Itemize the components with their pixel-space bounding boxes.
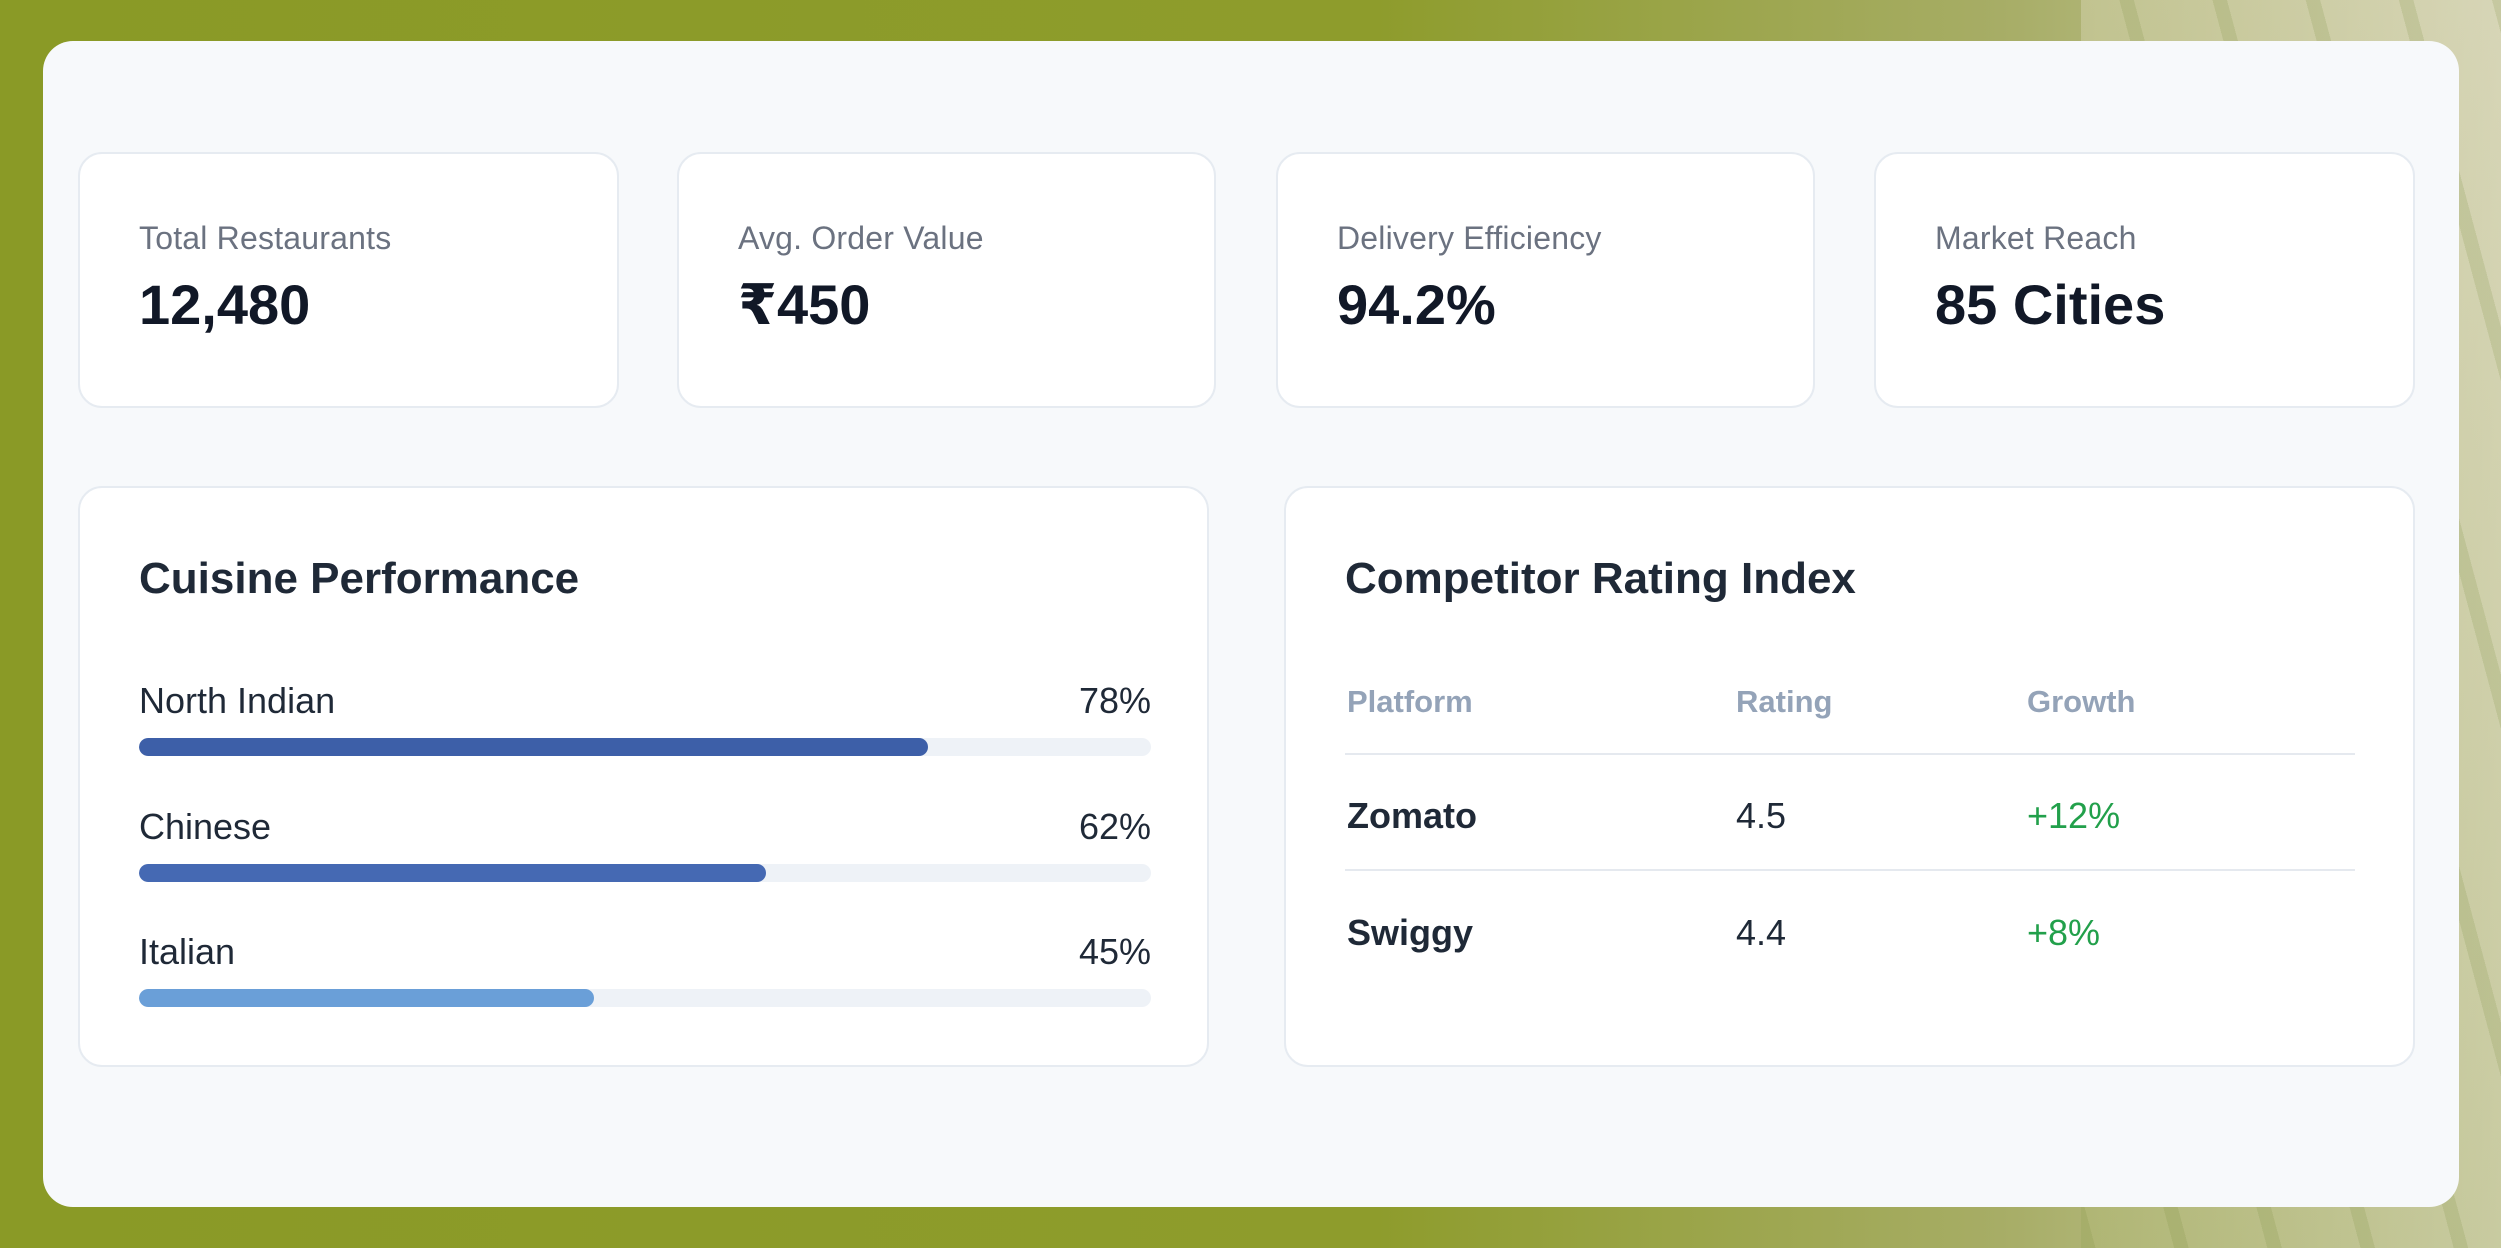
platform-name: Zomato <box>1347 795 1477 836</box>
stat-value: ₹450 <box>738 273 871 336</box>
cuisine-performance-card: Cuisine Performance North Indian 78% Chi… <box>78 486 1209 1067</box>
growth-value: +12% <box>2027 795 2121 836</box>
rating-value: 4.4 <box>1736 912 1787 953</box>
column-header-growth: Growth <box>2027 684 2136 719</box>
competitor-rating-card: Competitor Rating Index Platform Rating … <box>1284 486 2415 1067</box>
progress-fill <box>139 989 595 1007</box>
cuisine-percent: 78% <box>1078 680 1151 721</box>
stat-card-delivery-efficiency: Delivery Efficiency 94.2% <box>1276 152 1815 408</box>
stat-value: 12,480 <box>139 273 311 336</box>
progress-track <box>139 864 1151 882</box>
growth-value: +8% <box>2027 912 2101 953</box>
progress-fill <box>139 738 929 756</box>
cuisine-row-chinese: Chinese 62% <box>139 806 1151 886</box>
dashboard-panel: Total Restaurants 12,480 Avg. Order Valu… <box>43 41 2459 1207</box>
stat-label: Total Restaurants <box>139 220 392 256</box>
column-header-platform: Platform <box>1347 684 1473 719</box>
stat-value: 85 Cities <box>1935 273 2166 336</box>
progress-track <box>139 738 1151 756</box>
stat-label: Market Reach <box>1935 220 2137 256</box>
progress-fill <box>139 864 767 882</box>
cuisine-percent: 45% <box>1078 931 1151 972</box>
platform-name: Swiggy <box>1347 912 1474 953</box>
cuisine-row-italian: Italian 45% <box>139 931 1151 1011</box>
cuisine-label: Italian <box>139 931 236 972</box>
cuisine-percent: 62% <box>1078 806 1151 847</box>
column-header-rating: Rating <box>1736 684 1833 719</box>
rating-value: 4.5 <box>1736 795 1787 836</box>
cuisine-row-north-indian: North Indian 78% <box>139 680 1151 760</box>
row-divider <box>1345 869 2355 871</box>
progress-track <box>139 989 1151 1007</box>
stat-card-avg-order-value: Avg. Order Value ₹450 <box>677 152 1216 408</box>
cuisine-label: North Indian <box>139 680 336 721</box>
stat-card-total-restaurants: Total Restaurants 12,480 <box>78 152 619 408</box>
stat-card-market-reach: Market Reach 85 Cities <box>1874 152 2415 408</box>
stat-label: Avg. Order Value <box>738 220 984 256</box>
cuisine-label: Chinese <box>139 806 272 847</box>
competitor-rating-title: Competitor Rating Index <box>1345 554 1856 603</box>
header-divider <box>1345 753 2355 755</box>
stat-label: Delivery Efficiency <box>1337 220 1602 256</box>
stat-value: 94.2% <box>1337 273 1496 336</box>
cuisine-performance-title: Cuisine Performance <box>139 554 580 603</box>
